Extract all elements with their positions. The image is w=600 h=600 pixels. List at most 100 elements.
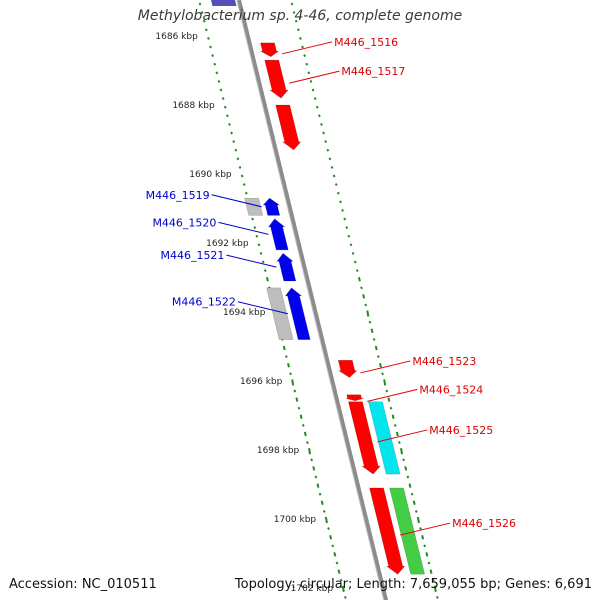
inner-tick [316, 483, 320, 488]
outer-tick [315, 105, 319, 109]
topology-text: Topology: circular; Length: 7,659,055 bp… [234, 577, 592, 592]
inner-tick [293, 389, 297, 393]
scale-label: 1696 kbp [240, 377, 283, 387]
scale-label: 1698 kbp [257, 446, 300, 456]
outer-tick [301, 45, 304, 49]
outer-tick [357, 276, 361, 282]
outer-tick [353, 260, 357, 264]
label-leader [399, 522, 451, 536]
inner-tick [295, 397, 299, 402]
gene-labels: M446_1516 M446_1517 M446_1523 M446_1524 M446… [146, 36, 516, 536]
inner-tick [202, 19, 206, 23]
outer-tick [389, 406, 393, 410]
forward-gene [337, 359, 358, 378]
outer-tick [294, 19, 298, 23]
other-gene [244, 197, 264, 216]
outer-tick [381, 372, 384, 376]
inner-tick [244, 191, 248, 195]
outer-tick [332, 174, 336, 178]
label-leader [237, 301, 288, 315]
inner-tick [303, 431, 307, 437]
inner-tick [213, 62, 217, 66]
backbone-highlight [236, 0, 385, 600]
inner-tick [339, 578, 343, 582]
inner-tick [253, 226, 257, 230]
outer-tick [368, 320, 372, 324]
inner-tick [331, 544, 335, 548]
label-leader [282, 41, 333, 55]
outer-tick [431, 578, 435, 582]
inner-tick [324, 516, 328, 524]
inner-tick [291, 379, 295, 386]
outer-tick [421, 534, 425, 540]
inner-tick [225, 114, 229, 118]
feature-cyan [368, 401, 401, 475]
scale-label: 1688 kbp [172, 101, 215, 111]
scale-label: 1694 kbp [223, 308, 266, 318]
forward-gene [348, 401, 381, 475]
inner-tick [301, 423, 305, 427]
inner-tick [306, 441, 309, 445]
outer-tick [330, 165, 334, 169]
outer-tick [309, 79, 313, 83]
outer-tick [429, 569, 433, 574]
scale-label: 1686 kbp [155, 32, 198, 42]
forward-gene [264, 59, 289, 99]
inner-tick [228, 122, 231, 126]
outer-tick [364, 303, 368, 307]
inner-tick [259, 251, 263, 255]
outer-tick [305, 62, 309, 66]
outer-tick [379, 362, 382, 368]
inner-tick [242, 183, 246, 187]
inner-tick [312, 466, 316, 471]
inner-tick [327, 527, 330, 531]
outer-tick [299, 36, 302, 40]
outer-tick [355, 269, 359, 273]
outer-tick [416, 516, 420, 524]
inner-tick [261, 260, 265, 264]
outer-tick [374, 345, 378, 351]
gene-label: M446_1523 [412, 355, 476, 368]
label-leader [211, 194, 262, 208]
outer-tick [395, 431, 399, 437]
outer-tick [410, 492, 414, 496]
outer-tick [339, 200, 342, 204]
reverse-gene [262, 197, 281, 216]
accession-text: Accession: NC_010511 [9, 577, 157, 592]
inner-tick [230, 131, 233, 135]
outer-tick [341, 208, 344, 212]
outer-tick [313, 97, 317, 101]
outer-tick [324, 140, 328, 144]
inner-tick [251, 217, 255, 221]
inner-tick [263, 269, 267, 273]
inner-tick [221, 97, 225, 101]
outer-tick [433, 585, 437, 592]
label-leader [360, 360, 411, 374]
outer-tick [290, 2, 294, 6]
reverse-gene [284, 287, 311, 340]
inner-tick [310, 458, 314, 462]
inner-tick [204, 28, 208, 32]
gene-fragment [211, 0, 237, 6]
outer-tick [360, 286, 363, 290]
reverse-gene [267, 218, 289, 251]
inner-tick [284, 355, 288, 359]
forward-gene [345, 394, 364, 402]
outer-tick [345, 226, 349, 230]
inner-tick [320, 500, 324, 506]
inner-tick [232, 140, 236, 144]
outer-tick [385, 389, 389, 393]
outer-tick [398, 441, 401, 445]
feature-green [389, 487, 426, 575]
outer-tick [303, 54, 307, 58]
inner-tick [207, 36, 210, 40]
outer-tick [336, 191, 340, 195]
inner-tick [308, 448, 312, 455]
inner-tick [209, 45, 212, 49]
forward-gene [369, 487, 406, 575]
inner-tick [240, 174, 244, 178]
inner-tick [223, 105, 227, 109]
outer-tick [322, 131, 325, 135]
